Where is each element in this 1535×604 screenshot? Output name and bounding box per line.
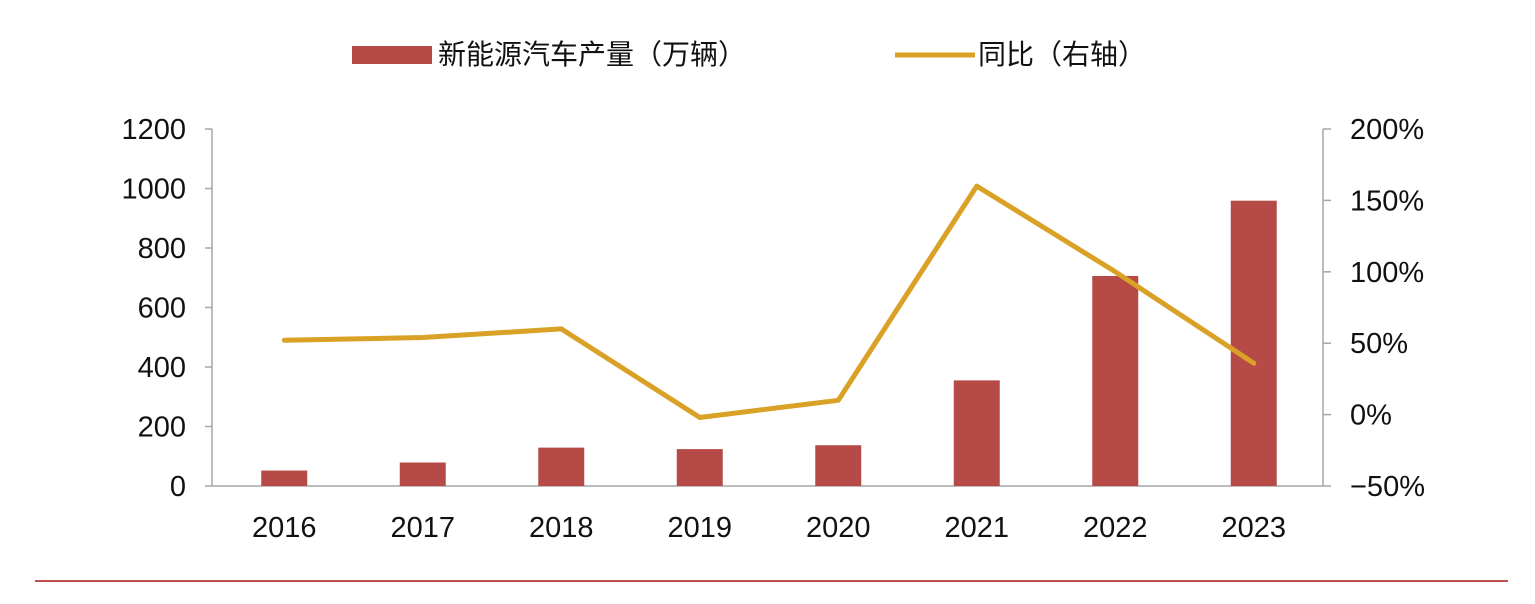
bar-2017 (399, 462, 446, 486)
x-tick-label-2022: 2022 (1083, 512, 1148, 544)
x-tick-label-2023: 2023 (1221, 512, 1286, 544)
legend-swatch-production (352, 46, 432, 64)
bar-2019 (676, 449, 723, 486)
right-tick-label: −50% (1350, 471, 1425, 503)
left-axis-tick-labels: 0 200 400 600 800 1000 1200 (121, 114, 186, 503)
axes (205, 128, 1331, 487)
bar-2020 (815, 445, 862, 486)
left-tick-label: 400 (138, 352, 186, 384)
right-tick-label: 50% (1350, 328, 1408, 360)
x-tick-label-2016: 2016 (252, 512, 317, 544)
bar-series (261, 200, 1277, 486)
right-tick-label: 200% (1350, 114, 1424, 146)
legend: 新能源汽车产量（万辆） 同比（右轴） (352, 38, 1146, 71)
right-tick-label: 100% (1350, 257, 1424, 289)
right-tick-label: 150% (1350, 185, 1424, 217)
left-tick-label: 800 (138, 233, 186, 265)
bar-2022 (1092, 275, 1139, 486)
bar-2016 (261, 470, 308, 486)
right-tick-label: 0% (1350, 400, 1392, 432)
left-tick-label: 0 (170, 471, 186, 503)
yoy-line (281, 183, 1257, 420)
left-tick-label: 200 (138, 412, 186, 444)
x-tick-label-2017: 2017 (390, 512, 455, 544)
legend-label-production: 新能源汽车产量（万辆） (438, 38, 746, 71)
x-tick-label-2018: 2018 (529, 512, 594, 544)
line-series (281, 183, 1257, 420)
left-tick-label: 1000 (121, 174, 186, 206)
x-tick-label-2021: 2021 (944, 512, 1009, 544)
bar-2023 (1230, 200, 1277, 486)
bar-2021 (953, 380, 1000, 486)
x-tick-label-2019: 2019 (667, 512, 732, 544)
left-tick-label: 1200 (121, 114, 186, 146)
legend-label-yoy: 同比（右轴） (978, 38, 1146, 71)
x-tick-label-2020: 2020 (806, 512, 871, 544)
left-tick-label: 600 (138, 293, 186, 325)
bar-2018 (538, 447, 585, 486)
right-axis-tick-labels: −50% 0% 50% 100% 150% 200% (1350, 114, 1425, 503)
x-axis-tick-labels: 2016 2017 2018 2019 2020 2021 2022 2023 (252, 512, 1286, 544)
